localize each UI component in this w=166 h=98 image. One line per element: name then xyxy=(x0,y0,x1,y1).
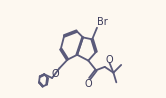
Text: O: O xyxy=(85,79,93,89)
Text: Br: Br xyxy=(97,17,108,27)
Text: O: O xyxy=(105,55,113,65)
Text: O: O xyxy=(51,69,59,79)
